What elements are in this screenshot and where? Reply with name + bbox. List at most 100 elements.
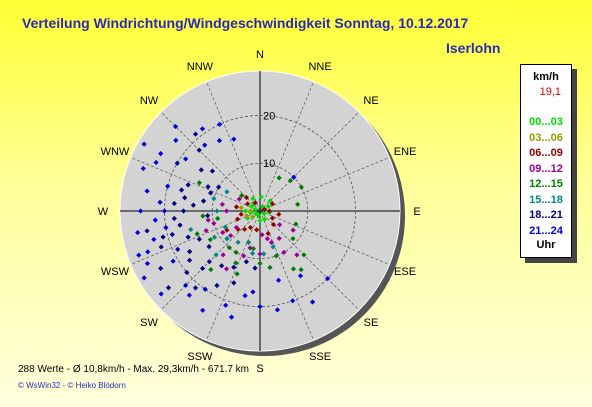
data-point-6-2 — [199, 265, 206, 272]
data-point-6-38 — [185, 182, 191, 188]
data-point-0-0 — [258, 194, 264, 200]
data-point-1-2 — [238, 205, 244, 211]
data-point-4-18 — [290, 266, 297, 272]
direction-label-w: W — [98, 206, 109, 218]
data-point-6-12 — [184, 269, 190, 276]
data-point-2-14 — [269, 201, 276, 207]
data-point-7-28 — [144, 260, 151, 267]
data-point-6-35 — [206, 259, 212, 265]
direction-label-ne: NE — [363, 95, 378, 107]
data-point-2-2 — [269, 215, 276, 221]
direction-label-s: S — [256, 363, 263, 375]
data-point-7-18 — [216, 138, 222, 144]
spoke-sse — [259, 210, 314, 341]
data-point-7-23 — [275, 277, 282, 283]
data-point-2-15 — [252, 200, 258, 206]
data-point-3-6 — [220, 252, 226, 258]
data-point-3-20 — [228, 232, 234, 239]
data-point-7-0 — [309, 299, 316, 305]
data-point-4-2 — [298, 184, 304, 190]
data-point-2-3 — [270, 221, 277, 228]
ring-label-10: 10 — [263, 158, 275, 170]
data-point-7-25 — [228, 314, 235, 320]
data-point-6-19 — [200, 198, 207, 204]
data-point-4-21 — [207, 237, 213, 243]
data-point-6-26 — [196, 147, 202, 153]
data-point-5-4 — [224, 236, 230, 242]
speed-rings — [164, 115, 356, 307]
spoke-ene — [259, 157, 390, 212]
data-point-2-17 — [242, 226, 248, 232]
data-point-7-33 — [153, 159, 159, 166]
data-point-4-0 — [276, 175, 282, 181]
data-point-7-38 — [158, 151, 164, 157]
direction-label-sw: SW — [140, 317, 158, 329]
direction-label-ssw: SSW — [187, 351, 213, 363]
data-point-0-6 — [265, 203, 271, 209]
chart-title: Verteilung Windrichtung/Windgeschwindigk… — [22, 15, 469, 31]
data-point-3-10 — [236, 196, 242, 202]
spoke-se — [259, 210, 360, 311]
legend-hour-1: 03...06 — [529, 131, 563, 144]
data-point-7-17 — [202, 142, 208, 148]
data-point-4-15 — [196, 180, 202, 186]
data-point-7-4 — [242, 293, 248, 299]
ring-10 — [211, 162, 309, 260]
data-point-3-11 — [276, 222, 283, 228]
data-point-7-35 — [172, 123, 179, 130]
legend-hour-2: 06...09 — [529, 147, 563, 159]
data-point-0-11 — [267, 198, 273, 204]
data-point-6-39 — [174, 160, 180, 166]
data-point-3-19 — [259, 232, 265, 238]
spoke-nnw — [206, 81, 261, 212]
data-point-4-13 — [215, 215, 221, 222]
data-point-0-17 — [261, 210, 267, 216]
data-points — [135, 121, 331, 320]
data-point-4-22 — [200, 213, 206, 219]
data-point-3-0 — [294, 252, 300, 258]
data-point-6-18 — [190, 202, 196, 208]
data-point-6-7 — [171, 215, 177, 222]
data-point-2-1 — [266, 208, 273, 214]
data-point-6-32 — [160, 234, 166, 240]
direction-label-n: N — [256, 49, 264, 61]
data-point-0-8 — [243, 208, 249, 214]
data-point-7-13 — [144, 188, 150, 194]
data-point-1-1 — [243, 213, 250, 219]
data-point-7-29 — [151, 236, 157, 243]
data-point-7-30 — [152, 217, 158, 223]
data-point-2-9 — [244, 201, 251, 207]
data-point-5-0 — [270, 244, 276, 250]
data-point-4-24 — [257, 260, 263, 267]
data-point-6-20 — [178, 187, 185, 193]
data-point-7-15 — [141, 141, 147, 147]
data-point-4-23 — [208, 266, 214, 273]
data-point-0-10 — [257, 217, 263, 224]
data-point-7-5 — [223, 302, 229, 308]
data-point-7-37 — [217, 121, 223, 127]
legend-hour-6: 18...21 — [529, 209, 563, 221]
data-point-7-42 — [170, 258, 176, 264]
data-point-0-12 — [252, 206, 259, 212]
direction-label-nw: NW — [140, 95, 159, 107]
legend-hour-5: 15...18 — [529, 193, 563, 206]
spoke-nne — [259, 81, 314, 212]
data-point-6-23 — [216, 184, 222, 190]
data-point-3-3 — [268, 239, 275, 246]
data-point-1-0 — [247, 208, 254, 214]
data-point-4-1 — [287, 177, 294, 184]
data-point-5-10 — [261, 251, 267, 257]
data-point-0-7 — [262, 216, 268, 222]
data-point-5-8 — [211, 196, 217, 202]
direction-label-se: SE — [364, 317, 379, 329]
data-point-6-8 — [180, 208, 187, 214]
data-point-7-34 — [183, 156, 189, 162]
data-point-3-17 — [223, 208, 230, 214]
data-point-6-16 — [243, 259, 249, 265]
data-point-5-9 — [224, 189, 230, 195]
data-point-6-25 — [209, 168, 216, 174]
data-point-4-17 — [301, 252, 307, 258]
ring-label-20: 20 — [263, 110, 275, 122]
